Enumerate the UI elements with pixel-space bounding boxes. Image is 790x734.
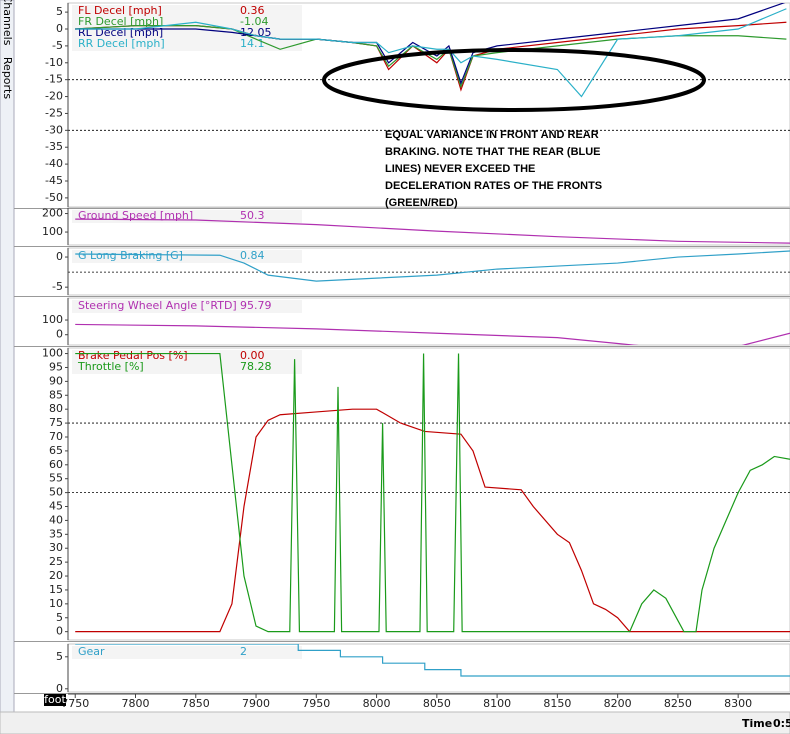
y-tick-label: 0 xyxy=(56,328,63,341)
y-tick-label: -25 xyxy=(45,106,63,119)
y-tick-label: -20 xyxy=(45,90,63,103)
legend-name: FL Decel [mph] xyxy=(78,4,162,17)
legend-name: Brake Pedal Pos [%] xyxy=(78,349,188,362)
y-tick-label: 5 xyxy=(56,611,63,624)
legend-box xyxy=(72,5,302,51)
x-tick-label: 7900 xyxy=(242,697,270,710)
x-tick-label: 8200 xyxy=(604,697,632,710)
x-tick-label: 7750 xyxy=(61,697,89,710)
x-tick-label: 8000 xyxy=(363,697,391,710)
y-tick-label: 5 xyxy=(56,5,63,18)
legend-readout: -1.04 xyxy=(240,15,268,28)
legend-name: Gear xyxy=(78,645,105,658)
annotation: EQUAL VARIANCE IN FRONT AND REAR xyxy=(385,129,599,141)
y-tick-label: 200 xyxy=(42,207,63,220)
panel xyxy=(67,643,790,693)
series-line xyxy=(75,352,790,633)
y-tick-label: 60 xyxy=(49,458,63,471)
x-tick-label: 8100 xyxy=(483,697,511,710)
y-tick-label: 90 xyxy=(49,374,63,387)
legend-box xyxy=(72,250,302,263)
y-tick-label: -45 xyxy=(45,174,63,187)
axis-badge: foot xyxy=(44,693,66,706)
y-tick-label: 15 xyxy=(49,583,63,596)
y-tick-label: 85 xyxy=(49,388,63,401)
legend-readout: 95.79 xyxy=(240,299,272,312)
y-tick-label: 100 xyxy=(42,313,63,326)
y-tick-label: 35 xyxy=(49,527,63,540)
legend-name: Steering Wheel Angle [°RTD] xyxy=(78,299,237,312)
x-tick-label: 8250 xyxy=(664,697,692,710)
y-tick-label: 75 xyxy=(49,416,63,429)
status-value: 0:5 xyxy=(773,717,790,730)
legend-box xyxy=(72,646,302,659)
y-tick-label: 0 xyxy=(56,22,63,35)
legend-name: RR Decel [mph] xyxy=(78,37,165,50)
y-tick-label: -30 xyxy=(45,123,63,136)
legend-name: G Long Braking [G] xyxy=(78,249,183,262)
annotation: DECELERATION RATES OF THE FRONTS xyxy=(385,180,602,192)
legend-readout: 2 xyxy=(240,645,247,658)
y-tick-label: 30 xyxy=(49,541,63,554)
legend-readout: 0.84 xyxy=(240,249,265,262)
x-tick-label: 8150 xyxy=(543,697,571,710)
y-tick-label: 10 xyxy=(49,597,63,610)
y-tick-label: 0 xyxy=(56,625,63,638)
y-tick-label: -15 xyxy=(45,73,63,86)
y-tick-label: 20 xyxy=(49,569,63,582)
y-tick-label: -40 xyxy=(45,157,63,170)
series-line xyxy=(75,408,790,633)
x-tick-label: 8300 xyxy=(724,697,752,710)
series-line xyxy=(75,644,790,677)
series-line xyxy=(75,250,790,282)
y-tick-label: -10 xyxy=(45,56,63,69)
legend-readout: 0.36 xyxy=(240,4,265,17)
annotation: (GREEN/RED) xyxy=(385,197,458,209)
legend-box xyxy=(72,300,302,313)
y-tick-label: 25 xyxy=(49,555,63,568)
y-tick-label: 70 xyxy=(49,430,63,443)
y-tick-label: 55 xyxy=(49,472,63,485)
legend-readout: 0.00 xyxy=(240,349,265,362)
panel xyxy=(67,347,790,641)
highlight-ellipse xyxy=(322,48,706,112)
y-tick-label: 50 xyxy=(49,486,63,499)
y-tick-label: 45 xyxy=(49,500,63,513)
legend-name: Throttle [%] xyxy=(77,360,144,373)
x-tick-label: 7950 xyxy=(302,697,330,710)
y-tick-label: 0 xyxy=(56,250,63,263)
y-tick-label: 5 xyxy=(56,650,63,663)
x-tick-label: 7850 xyxy=(182,697,210,710)
sidebar xyxy=(0,0,15,713)
legend-readout: 14.1 xyxy=(240,37,265,50)
axis-badge-bg xyxy=(44,694,66,706)
legend-name: FR Decel [mph] xyxy=(78,15,163,28)
y-tick-label: 40 xyxy=(49,513,63,526)
series-line xyxy=(75,218,790,244)
sidebar-tab[interactable]: Channels xyxy=(1,0,14,46)
x-tick-label: 7800 xyxy=(121,697,149,710)
y-tick-label: 95 xyxy=(49,360,63,373)
legend-readout: 50.3 xyxy=(240,209,265,222)
y-tick-label: 80 xyxy=(49,402,63,415)
sidebar-tab[interactable]: Reports xyxy=(1,57,14,99)
status-label: Time xyxy=(742,717,772,730)
series-line xyxy=(75,8,787,98)
y-tick-label: -35 xyxy=(45,140,63,153)
annotation: LINES) NEVER EXCEED THE xyxy=(385,163,535,175)
y-tick-label: -5 xyxy=(52,280,63,293)
y-tick-label: 0 xyxy=(56,682,63,695)
x-tick-label: 8050 xyxy=(423,697,451,710)
y-tick-label: 65 xyxy=(49,444,63,457)
legend-readout: 78.28 xyxy=(240,360,272,373)
y-tick-label: -5 xyxy=(52,39,63,52)
annotation: BRAKING. NOTE THAT THE REAR (BLUE xyxy=(385,146,601,158)
y-tick-label: 100 xyxy=(42,225,63,238)
y-tick-label: -50 xyxy=(45,191,63,204)
status-bar xyxy=(0,711,790,734)
series-line xyxy=(75,323,790,345)
series-line xyxy=(75,3,786,85)
y-tick-label: 100 xyxy=(42,347,63,360)
